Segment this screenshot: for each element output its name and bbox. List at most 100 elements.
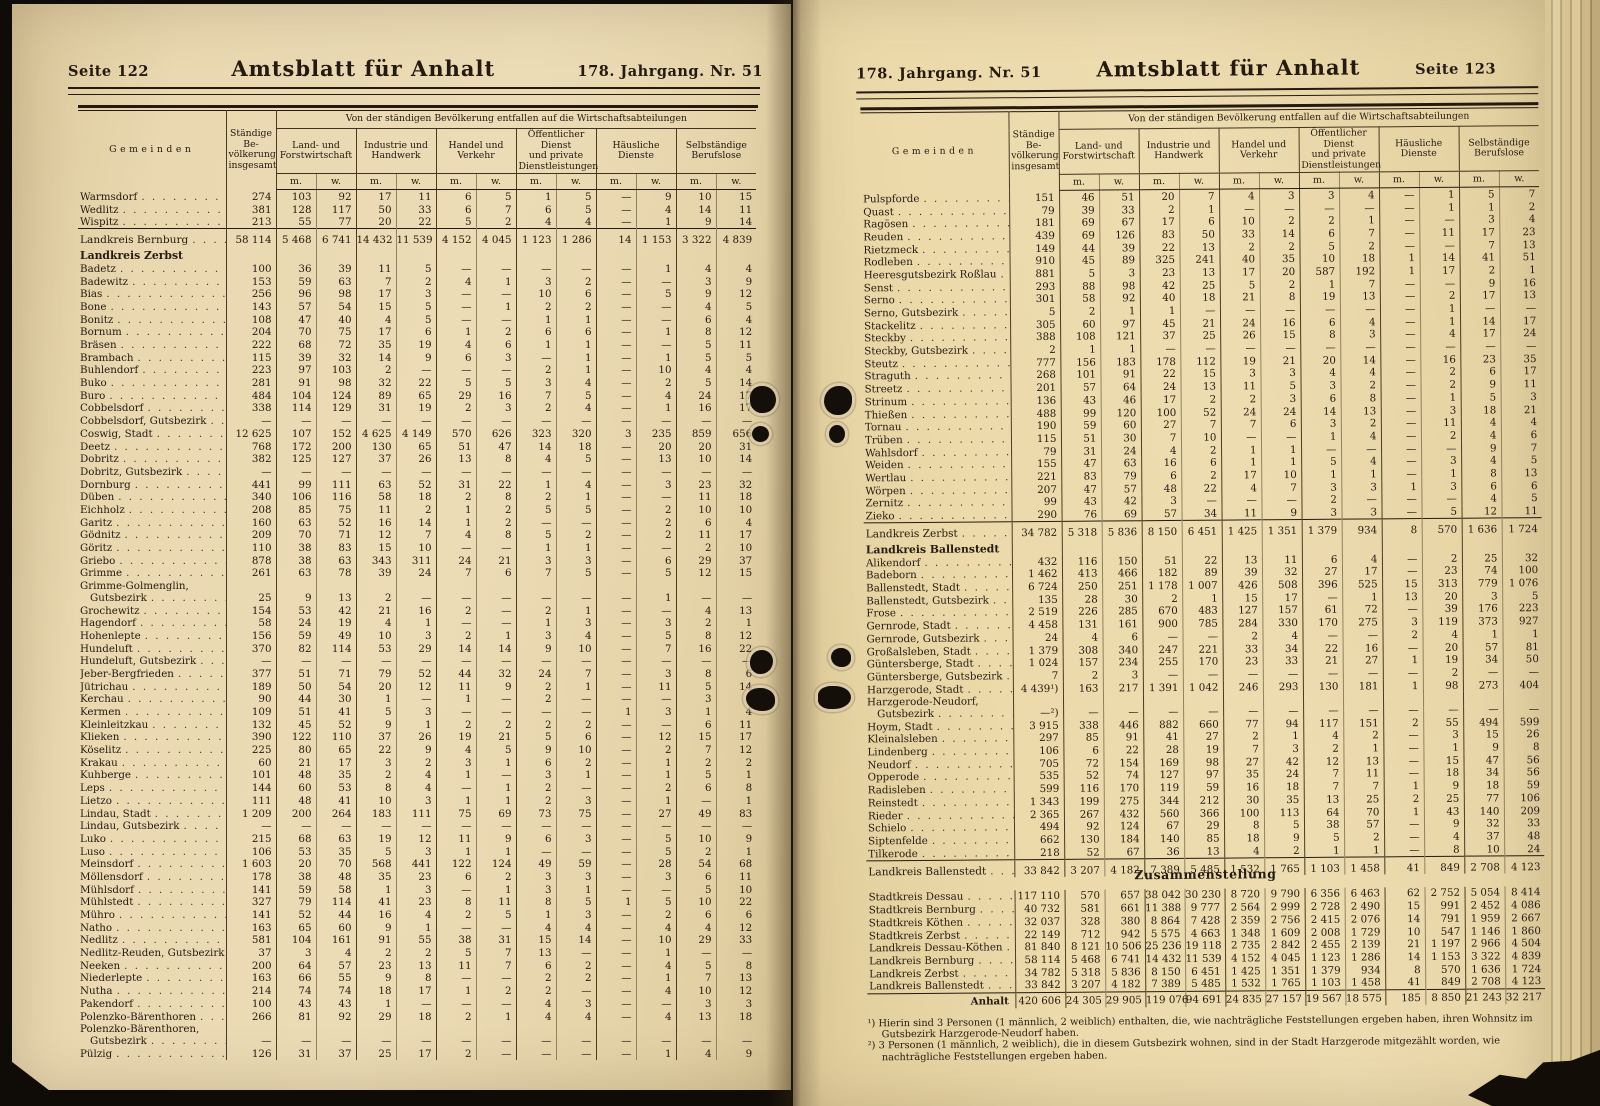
table-row: Klieken . . . . . . . . . . . . . . . . …: [78, 730, 757, 744]
value-cell: —: [1341, 493, 1382, 507]
value-cell: 15: [1463, 728, 1504, 742]
value-cell: 34: [1262, 642, 1303, 656]
value-cell: 116: [315, 490, 356, 504]
value-cell: 130: [1302, 679, 1343, 693]
value-cell: 223: [225, 363, 276, 377]
value-cell: 2 752: [1424, 886, 1465, 900]
value-cell: 3 207: [1065, 978, 1106, 992]
value-cell: 200: [275, 807, 316, 820]
value-cell: 6: [675, 870, 716, 884]
value-cell: 5: [715, 300, 757, 314]
value-cell: 1 379: [1301, 519, 1342, 538]
value-cell: 8: [1424, 842, 1465, 857]
gemeinde-name: Nedlitz-Reuden, Gutsbezirk . . . . . . .…: [80, 947, 225, 960]
value-cell: —: [395, 465, 436, 479]
punch-hole: [752, 426, 769, 442]
value-cell: 599: [1503, 715, 1544, 729]
value-cell: [1221, 537, 1262, 554]
value-cell: 1: [475, 883, 516, 896]
punch-hole: [750, 386, 776, 413]
mw-label: w.: [635, 173, 676, 191]
mw-label: m.: [275, 173, 316, 191]
value-cell: 1: [515, 616, 556, 630]
value-cell: 285: [1102, 605, 1143, 619]
value-cell: 38: [435, 933, 476, 947]
table-row: Pakendorf . . . . . . . . . . . . . . . …: [78, 997, 757, 1011]
value-cell: 25: [1461, 551, 1502, 565]
gemeinde-name: Heeresgutsbezirk Roßlau . . . . . . . . …: [863, 268, 1010, 282]
gemeinde-name: Stadtkreis Bernburg . . . . . . . . . . …: [868, 903, 1015, 917]
value-cell: 9: [275, 579, 316, 605]
value-cell: 65: [395, 440, 436, 453]
table-row: Grimme . . . . . . . . . . . . . . . . .…: [78, 566, 757, 580]
value-cell: 5: [435, 215, 476, 229]
value-cell: 47: [1463, 753, 1504, 767]
value-cell: 40 732: [1014, 902, 1065, 916]
value-cell: 325: [1139, 253, 1180, 267]
value-cell: 1 197: [1424, 937, 1465, 951]
value-cell: 323: [515, 427, 556, 441]
value-cell: 3: [1141, 494, 1182, 508]
value-cell: 11: [635, 680, 676, 693]
value-cell: 33: [1262, 654, 1303, 668]
value-cell: 37: [315, 1047, 356, 1060]
value-cell: 38: [1303, 818, 1345, 832]
value-cell: —: [395, 579, 436, 605]
value-cell: —: [1339, 201, 1380, 215]
value-cell: —: [595, 997, 636, 1011]
value-cell: 74: [315, 984, 356, 998]
gemeinde-name: Luko . . . . . . . . . . . . . . . . . .…: [80, 832, 226, 845]
value-cell: 16: [475, 389, 516, 402]
value-cell: 13: [1221, 553, 1262, 567]
gemeinde-name: Kuhberge . . . . . . . . . . . . . . . .…: [80, 769, 226, 782]
value-cell: 30: [1100, 431, 1142, 445]
value-cell: 35: [315, 845, 356, 858]
value-cell: 59: [1503, 778, 1544, 792]
table-row: Jeber-Bergfrieden . . . . . . . . . . . …: [78, 667, 757, 681]
value-cell: 52: [395, 478, 436, 491]
value-cell: 25: [1423, 792, 1464, 806]
value-cell: —: [555, 414, 596, 428]
value-cell: 32 217: [1505, 988, 1545, 1004]
table-row: Nedlitz-Reuden, Gutsbezirk . . . . . . .…: [78, 946, 757, 960]
value-cell: —: [595, 325, 636, 339]
value-cell: 35: [315, 768, 356, 782]
value-cell: 274: [225, 189, 276, 204]
gemeinde-name: Gernrode, Gutsbezirk . . . . . . . . . .…: [866, 632, 1012, 646]
value-cell: 53: [315, 781, 356, 795]
value-cell: 6: [1179, 215, 1220, 229]
value-cell: 3: [675, 275, 716, 288]
value-cell: —: [515, 465, 556, 479]
value-cell: 44: [315, 908, 356, 922]
value-cell: 114: [275, 402, 316, 415]
value-cell: 150: [1101, 554, 1142, 568]
value-cell: 13: [1339, 290, 1380, 304]
value-cell: 6: [675, 781, 716, 795]
value-cell: 4: [555, 215, 596, 229]
value-cell: 927: [1502, 614, 1543, 628]
value-cell: 4 152: [435, 228, 476, 247]
value-cell: 535: [1013, 769, 1064, 783]
value-cell: 377: [225, 667, 276, 681]
value-cell: 6: [1501, 479, 1542, 493]
value-cell: 14: [1460, 314, 1501, 328]
value-cell: 57: [315, 959, 356, 972]
value-cell: —: [315, 414, 356, 428]
col-header-population: Ständige Be- völkerung insgesamt: [225, 110, 277, 190]
value-cell: 3: [1500, 390, 1541, 404]
mw-label: m.: [355, 173, 396, 191]
value-cell: 5: [555, 895, 596, 909]
value-cell: 11: [675, 490, 716, 504]
gemeinde-name: Buro . . . . . . . . . . . . . . . . . .…: [80, 389, 226, 402]
value-cell: 91: [1100, 368, 1141, 382]
value-cell: 2: [1303, 742, 1344, 756]
value-cell: 4: [435, 275, 476, 288]
value-cell: 17: [1500, 365, 1541, 379]
value-cell: —: [275, 414, 316, 428]
gemeinde-name: Klieken . . . . . . . . . . . . . . . . …: [80, 731, 226, 744]
value-cell: 215: [225, 832, 276, 846]
district-total-row: Landkreis Bernburg . . . . . . . . . . .…: [78, 228, 757, 247]
value-cell: 43: [1061, 495, 1102, 509]
value-cell: [675, 246, 716, 263]
value-cell: —: [1419, 238, 1460, 252]
